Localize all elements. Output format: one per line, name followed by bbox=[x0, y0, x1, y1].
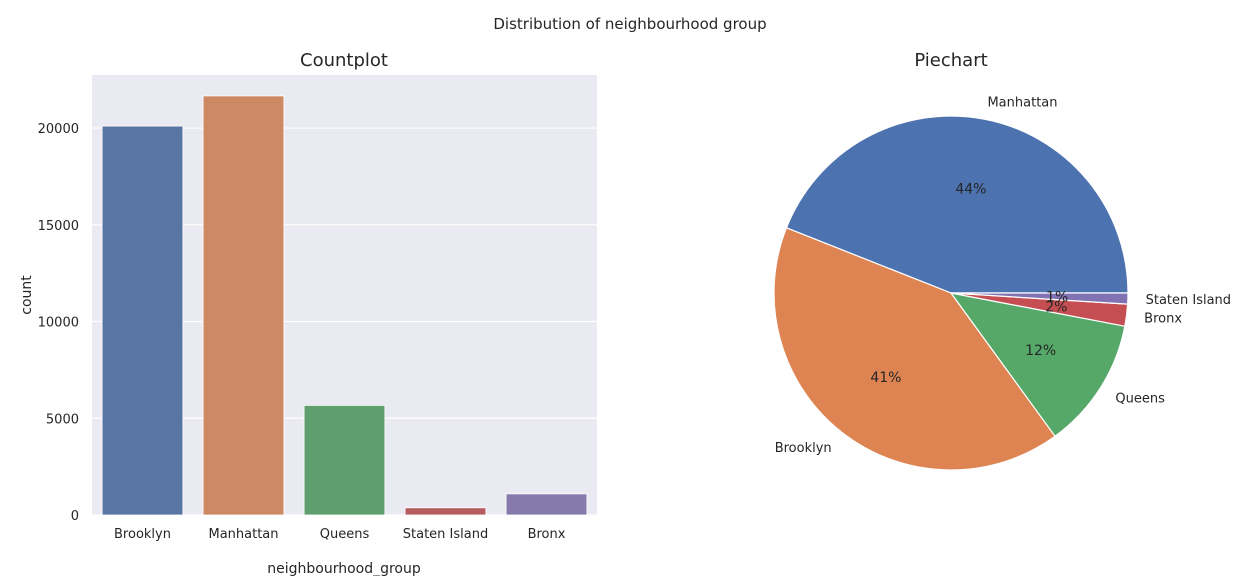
pie-category-label: Staten Island bbox=[1146, 293, 1231, 308]
bar-manhattan bbox=[202, 95, 285, 516]
figure-title: Distribution of neighbourhood group bbox=[493, 15, 766, 33]
countplot-x-tick-labels: Brooklyn Manhattan Queens Staten Island Bron… bbox=[114, 527, 566, 542]
piechart-labels: Manhattan 44% Brooklyn 41% Queens 12% Bronx 2% S… bbox=[775, 96, 1231, 456]
y-tick-label: 5000 bbox=[46, 412, 79, 427]
pie-slice-brooklyn bbox=[773, 227, 1056, 471]
piechart-title: Piechart bbox=[914, 50, 987, 71]
y-tick-label: 0 bbox=[71, 509, 79, 524]
pie-percent-label: 1% bbox=[1046, 289, 1068, 305]
bar-queens bbox=[303, 404, 386, 516]
x-tick-label: Bronx bbox=[528, 527, 566, 542]
pie-percent-label: 44% bbox=[955, 182, 986, 198]
countplot-bars bbox=[101, 95, 588, 516]
pie-category-label: Manhattan bbox=[987, 96, 1057, 111]
countplot-y-tick-labels: 0 5000 10000 15000 20000 bbox=[38, 122, 79, 524]
x-tick-label: Manhattan bbox=[208, 527, 278, 542]
pie-percent-label: 41% bbox=[870, 370, 901, 386]
pie-slice-staten-island bbox=[950, 292, 1129, 305]
bar-brooklyn bbox=[101, 125, 184, 516]
x-tick-label: Queens bbox=[320, 527, 370, 542]
x-tick-label: Brooklyn bbox=[114, 527, 171, 542]
x-tick-label: Staten Island bbox=[403, 527, 488, 542]
y-tick-label: 15000 bbox=[38, 219, 79, 234]
piechart-slices bbox=[773, 115, 1129, 471]
bar-staten-island bbox=[404, 507, 487, 516]
countplot-x-axis-label: neighbourhood_group bbox=[267, 561, 421, 576]
pie-percent-label: 2% bbox=[1045, 299, 1067, 315]
bar-bronx bbox=[505, 493, 588, 516]
y-tick-label: 10000 bbox=[38, 316, 79, 331]
piechart-chart: Piechart Manhattan 44% Brooklyn 41% Queens 12… bbox=[773, 50, 1231, 471]
y-tick-label: 20000 bbox=[38, 122, 79, 137]
countplot-title: Countplot bbox=[300, 50, 388, 71]
countplot-chart: Countplot 0 5000 10000 15000 20000 Brooklyn M… bbox=[19, 50, 597, 576]
pie-category-label: Brooklyn bbox=[775, 441, 832, 456]
pie-category-label: Queens bbox=[1115, 391, 1165, 406]
pie-percent-label: 12% bbox=[1025, 343, 1056, 359]
pie-category-label: Bronx bbox=[1144, 311, 1182, 326]
pie-slice-manhattan bbox=[785, 115, 1129, 294]
countplot-y-axis-label: count bbox=[19, 275, 35, 315]
pie-slice-queens bbox=[950, 292, 1126, 437]
